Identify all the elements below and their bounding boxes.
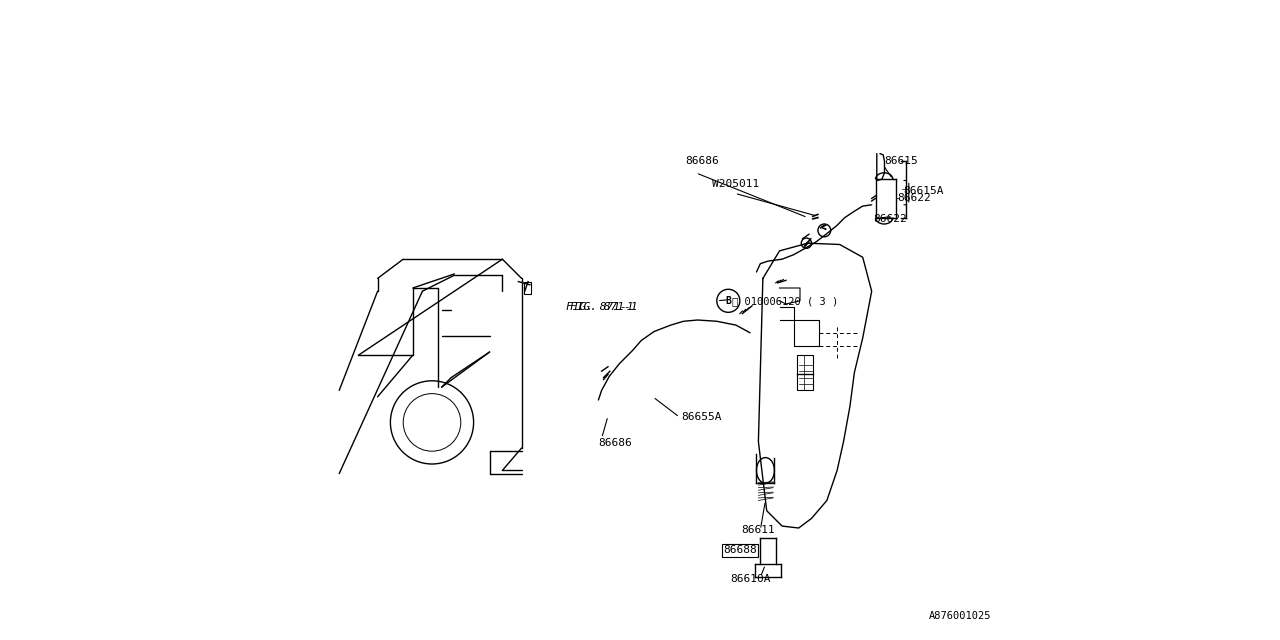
Text: W205011: W205011 (712, 179, 759, 189)
Bar (524, 282, 531, 294)
Text: 86686: 86686 (599, 438, 632, 448)
Text: 86611: 86611 (741, 525, 776, 535)
Text: 86622: 86622 (874, 214, 908, 224)
Text: 86622: 86622 (897, 193, 931, 204)
Text: 86615A: 86615A (904, 186, 945, 196)
Bar (722, 544, 758, 557)
Text: Ⓑ 010006120 ( 3 ): Ⓑ 010006120 ( 3 ) (732, 296, 838, 306)
Text: A876001025: A876001025 (929, 611, 992, 621)
Text: 86615: 86615 (884, 156, 918, 166)
Text: 86688: 86688 (723, 545, 756, 556)
Text: 86610A: 86610A (730, 573, 771, 584)
Text: FIG. 871-1: FIG. 871-1 (566, 302, 634, 312)
Text: 86655A: 86655A (681, 412, 722, 422)
Bar (796, 355, 813, 390)
Text: B: B (726, 296, 731, 306)
Text: FIG. 871-1: FIG. 871-1 (570, 302, 637, 312)
Text: 86686: 86686 (685, 156, 718, 166)
